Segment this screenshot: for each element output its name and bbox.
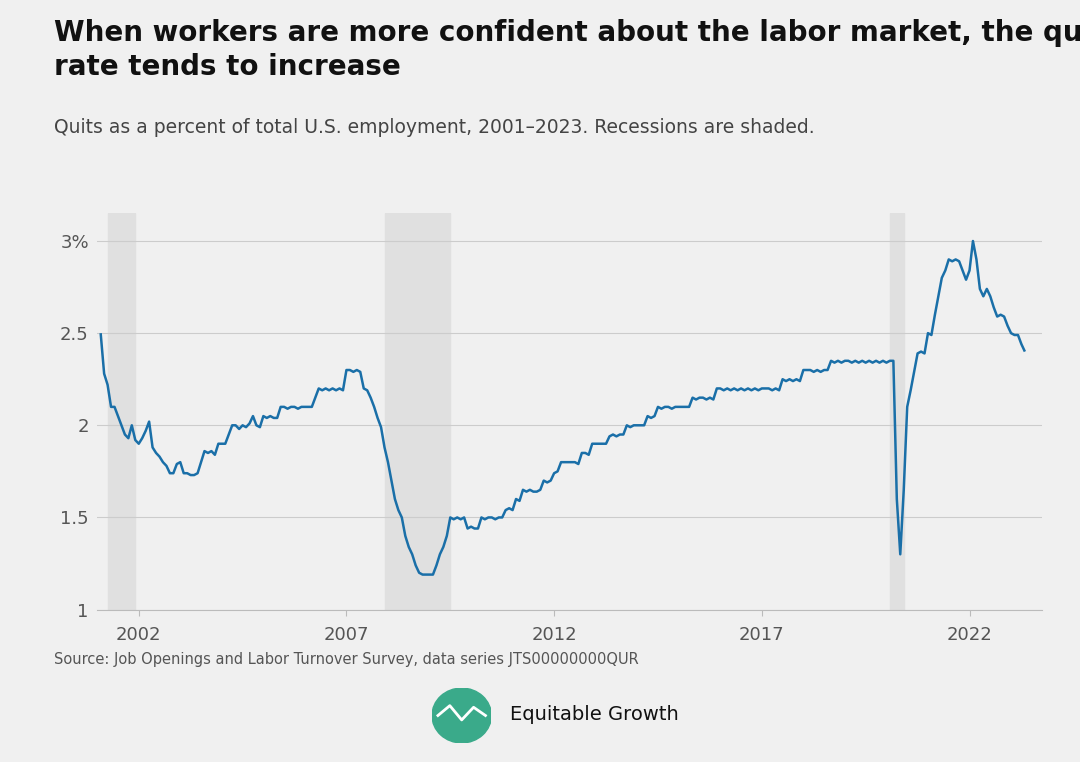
Bar bbox=[890, 213, 904, 610]
Text: Source: Job Openings and Labor Turnover Survey, data series JTS00000000QUR: Source: Job Openings and Labor Turnover … bbox=[54, 652, 638, 667]
Ellipse shape bbox=[432, 688, 491, 743]
Text: Equitable Growth: Equitable Growth bbox=[510, 706, 678, 724]
Bar bbox=[108, 213, 135, 610]
Text: Quits as a percent of total U.S. employment, 2001–2023. Recessions are shaded.: Quits as a percent of total U.S. employm… bbox=[54, 118, 814, 137]
Text: When workers are more confident about the labor market, the quits
rate tends to : When workers are more confident about th… bbox=[54, 19, 1080, 81]
Bar bbox=[384, 213, 450, 610]
